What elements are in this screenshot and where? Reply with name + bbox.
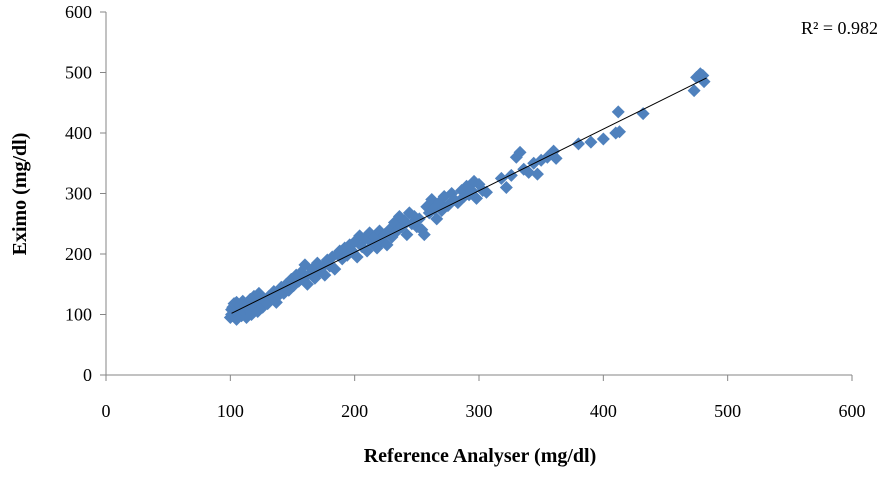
data-point bbox=[350, 250, 364, 264]
data-point bbox=[522, 165, 536, 179]
data-point bbox=[328, 262, 342, 276]
x-tick-label: 200 bbox=[341, 401, 368, 421]
data-point bbox=[318, 268, 332, 282]
data-point bbox=[636, 107, 650, 121]
y-tick-label: 500 bbox=[65, 63, 92, 83]
data-point bbox=[687, 84, 701, 98]
data-point bbox=[504, 168, 518, 182]
y-tick-label: 0 bbox=[83, 365, 92, 385]
x-tick-label: 300 bbox=[466, 401, 493, 421]
data-point bbox=[300, 277, 314, 291]
data-point bbox=[611, 105, 625, 119]
data-point bbox=[400, 228, 414, 242]
x-tick-label: 400 bbox=[590, 401, 617, 421]
x-axis-title: Reference Analyser (mg/dl) bbox=[364, 445, 597, 467]
data-point bbox=[499, 180, 513, 194]
y-axis-title: Eximo (mg/dl) bbox=[9, 133, 31, 256]
data-point bbox=[549, 151, 563, 165]
x-tick-label: 600 bbox=[839, 401, 866, 421]
data-point bbox=[430, 212, 444, 226]
data-point bbox=[470, 191, 484, 205]
data-point bbox=[417, 228, 431, 242]
data-point bbox=[596, 132, 610, 146]
x-tick-label: 500 bbox=[714, 401, 741, 421]
y-axis: 0 100 200 300 400 500 600 bbox=[65, 2, 107, 385]
y-tick-label: 400 bbox=[65, 123, 92, 143]
x-tick-label: 0 bbox=[102, 401, 111, 421]
data-point bbox=[697, 75, 711, 89]
y-tick-label: 100 bbox=[65, 305, 92, 325]
trendline-group bbox=[231, 77, 707, 314]
data-point bbox=[513, 145, 527, 159]
x-tick-label: 100 bbox=[217, 401, 244, 421]
data-points bbox=[223, 67, 711, 326]
x-axis: 0 100 200 300 400 500 600 bbox=[102, 374, 866, 421]
r-squared-label: R² = 0.982 bbox=[801, 18, 878, 38]
y-tick-label: 300 bbox=[65, 184, 92, 204]
y-tick-label: 200 bbox=[65, 244, 92, 264]
data-point bbox=[571, 137, 585, 151]
trendline bbox=[231, 77, 707, 314]
data-point bbox=[530, 167, 544, 181]
data-point bbox=[612, 125, 626, 139]
data-point bbox=[584, 135, 598, 149]
y-tick-label: 600 bbox=[65, 2, 92, 22]
